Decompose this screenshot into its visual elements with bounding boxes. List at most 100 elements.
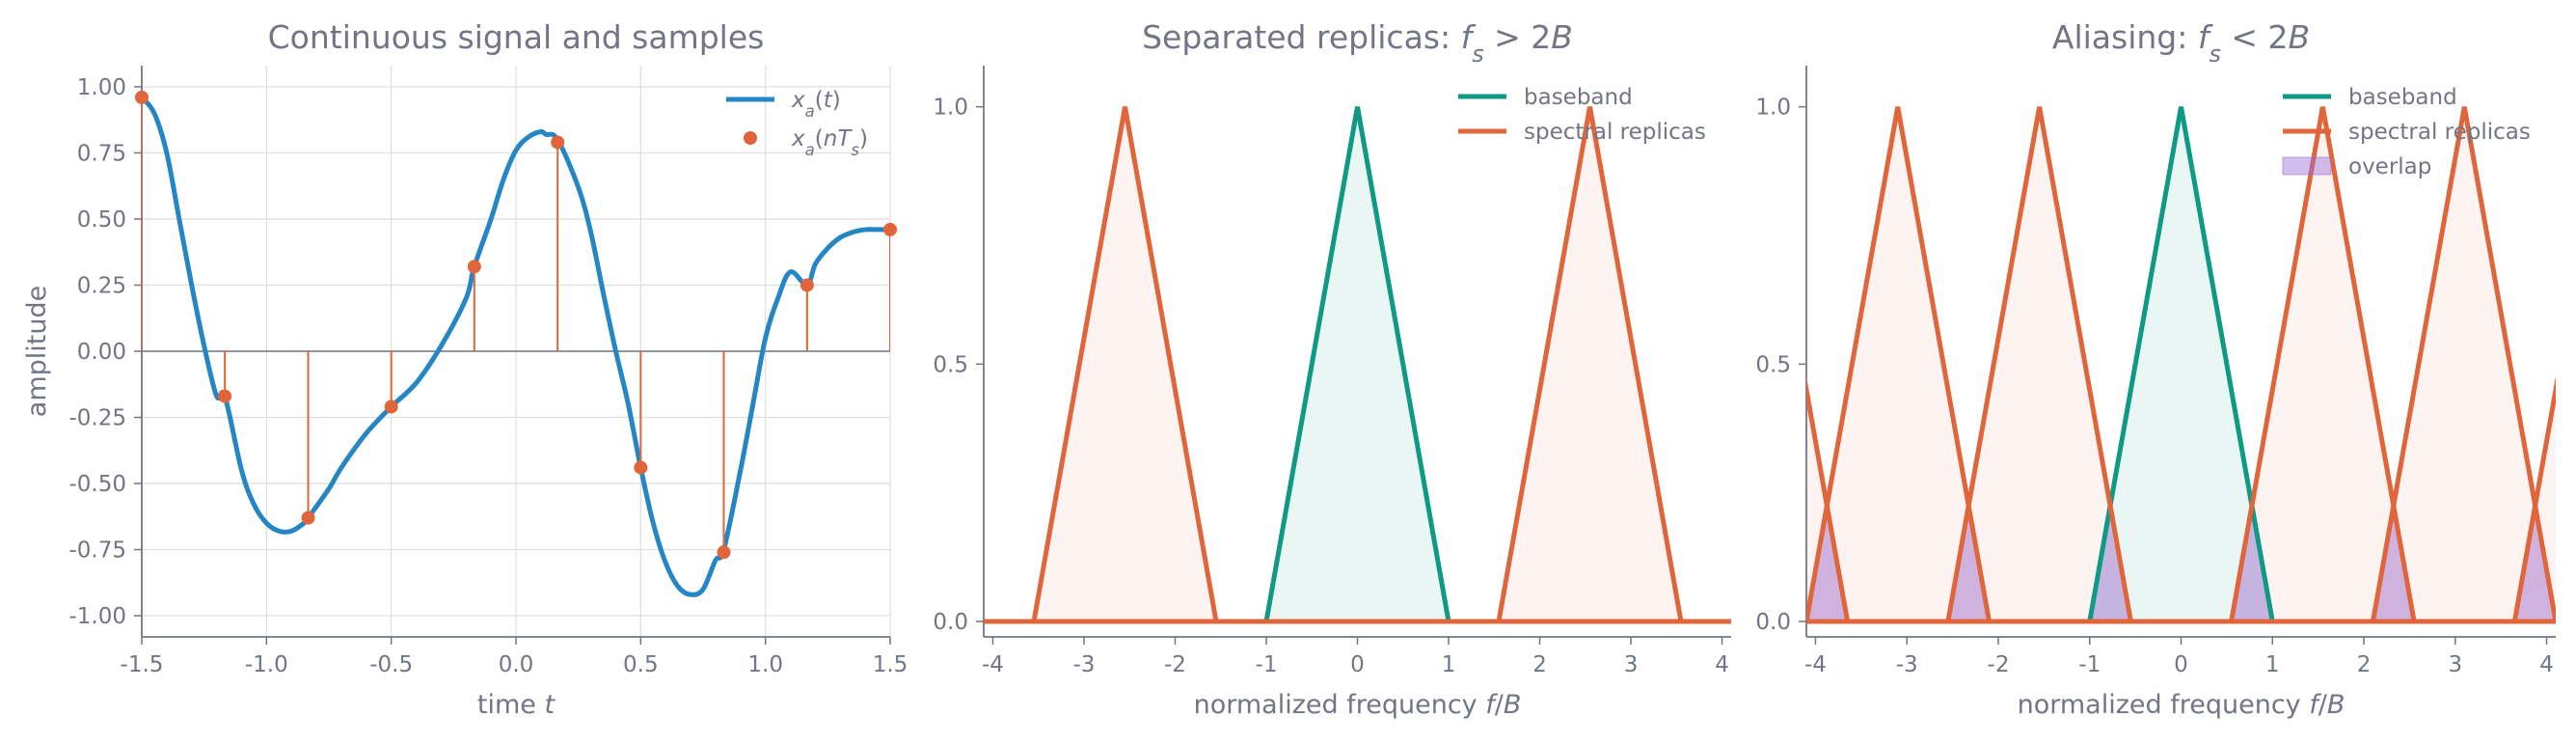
replica-line — [2229, 106, 2417, 622]
plot-area — [984, 106, 1731, 624]
x-tick-label: -4 — [1804, 652, 1827, 677]
chart-title: Aliasing: fs < 2B — [2052, 18, 2310, 68]
x-tick-label: -3 — [1896, 652, 1918, 677]
sample-point — [301, 510, 315, 525]
replica-line — [1945, 106, 2133, 622]
x-tick-label: -2 — [1988, 652, 2010, 677]
sample-point — [883, 222, 897, 236]
chart-title: Separated replicas: fs > 2B — [1142, 18, 1573, 68]
legend-samples-label: xa(nTs) — [791, 126, 868, 159]
legend-samples-swatch — [744, 131, 757, 145]
x-tick-label: 3 — [2448, 652, 2462, 677]
x-tick-label: 2 — [2357, 652, 2372, 677]
panel-aliasing: -4 -3 -2 -1 0 1 2 3 4 0.0 0.5 1.0 Aliasing: fs < 2B n… — [1755, 18, 2556, 720]
overlap-region — [2231, 506, 2273, 621]
x-tick-label: -1 — [2078, 652, 2101, 677]
sample-point — [717, 545, 731, 560]
overlap-region — [1806, 506, 1848, 621]
baseband-fill — [2089, 106, 2273, 621]
plot-area — [142, 96, 890, 597]
x-tick-label: 2 — [1532, 652, 1547, 677]
x-tick-label: -4 — [982, 652, 1004, 677]
x-tick-label: -1 — [1256, 652, 1278, 677]
panel-signal-samples: -1.5 -1.0 -0.5 0.0 0.5 1.0 1.5 1.00 0.75 0.50 0.25… — [22, 18, 908, 720]
x-tick-label: 0.0 — [499, 652, 534, 677]
replica-fill — [1033, 106, 1217, 621]
x-tick-label: 4 — [1715, 652, 1729, 677]
sample-point — [218, 389, 232, 403]
x-axis-label: time t — [477, 690, 556, 720]
sample-point — [384, 400, 398, 414]
overlap-region — [1947, 506, 1990, 621]
y-tick-label: -0.25 — [68, 406, 126, 431]
y-tick-label: 0.75 — [77, 141, 126, 166]
y-tick-label: 0.50 — [77, 207, 126, 233]
y-tick-label: 0.5 — [933, 352, 968, 377]
y-tick-label: -1.00 — [68, 604, 126, 629]
sample-point — [800, 278, 814, 292]
x-tick-label: 1.0 — [747, 652, 783, 677]
legend-overlap-label: overlap — [2348, 154, 2431, 179]
legend-replicas-label: spectral replicas — [2348, 120, 2531, 145]
replica-line — [1806, 375, 1851, 622]
legend-baseband-label: baseband — [2348, 85, 2457, 110]
legend-signal-label: xa(t) — [791, 88, 841, 121]
y-tick-label: 1.00 — [77, 75, 126, 100]
x-axis-label: normalized frequency f/B — [2018, 690, 2346, 720]
x-tick-label: 0 — [1350, 652, 1365, 677]
x-tick-label: -2 — [1164, 652, 1186, 677]
baseband-line — [1263, 106, 1451, 622]
x-tick-label: -0.5 — [369, 652, 413, 677]
replica-line — [1031, 106, 1219, 622]
replica-line — [1806, 106, 1992, 622]
replica-line — [2371, 106, 2556, 622]
y-tick-label: 1.0 — [933, 96, 968, 121]
x-tick-label: -1.5 — [121, 652, 164, 677]
x-tick-label: 0.5 — [623, 652, 659, 677]
replica-fill — [1947, 106, 2131, 621]
sample-point — [467, 260, 481, 274]
y-tick-label: -0.75 — [68, 538, 126, 564]
legend: xa(t) xa(nTs) — [726, 88, 868, 159]
x-tick-label: -1.0 — [245, 652, 288, 677]
sample-point — [551, 135, 565, 150]
sample-point — [135, 90, 149, 104]
x-tick-label: 1 — [2265, 652, 2280, 677]
y-tick-label: 0.0 — [1755, 610, 1791, 635]
x-tick-label: 1 — [1442, 652, 1456, 677]
chart-title: Continuous signal and samples — [268, 18, 765, 56]
overlap-region — [2514, 506, 2556, 621]
baseband-fill — [1265, 106, 1450, 621]
sample-point — [634, 460, 648, 475]
legend: baseband spectral replicas overlap — [2282, 85, 2531, 179]
panel-separated-replicas: -4 -3 -2 -1 0 1 2 3 4 0.0 0.5 1.0 Separated replicas… — [933, 18, 1731, 720]
replica-fill — [2373, 106, 2556, 621]
overlap-region — [2089, 506, 2131, 621]
x-axis-label: normalized frequency f/B — [1194, 690, 1522, 720]
x-tick-label: 0 — [2174, 652, 2188, 677]
x-tick-label: 3 — [1624, 652, 1639, 677]
y-tick-label: 0.5 — [1755, 352, 1791, 377]
x-tick-label: -3 — [1072, 652, 1095, 677]
legend-baseband-label: baseband — [1524, 85, 1633, 110]
y-tick-label: 0.00 — [77, 340, 126, 365]
legend: baseband spectral replicas — [1458, 85, 1706, 145]
replica-line — [2511, 375, 2556, 622]
y-tick-label: -0.50 — [68, 472, 126, 497]
y-tick-label: 1.0 — [1755, 96, 1791, 121]
overlap-region — [2373, 506, 2415, 621]
baseband-line — [2087, 106, 2275, 622]
y-axis-label: amplitude — [22, 286, 52, 417]
replica-fill — [1806, 106, 1990, 621]
replica-fill — [2231, 106, 2415, 621]
y-tick-label: 0.0 — [933, 610, 968, 635]
x-tick-label: 4 — [2539, 652, 2554, 677]
x-tick-label: 1.5 — [873, 652, 908, 677]
series-signal-line — [142, 96, 890, 597]
legend-replicas-label: spectral replicas — [1524, 120, 1706, 145]
plot-area — [1806, 106, 2556, 624]
legend-overlap-swatch — [2282, 156, 2332, 176]
y-tick-label: 0.25 — [77, 273, 126, 298]
replica-fill — [1498, 106, 1682, 621]
